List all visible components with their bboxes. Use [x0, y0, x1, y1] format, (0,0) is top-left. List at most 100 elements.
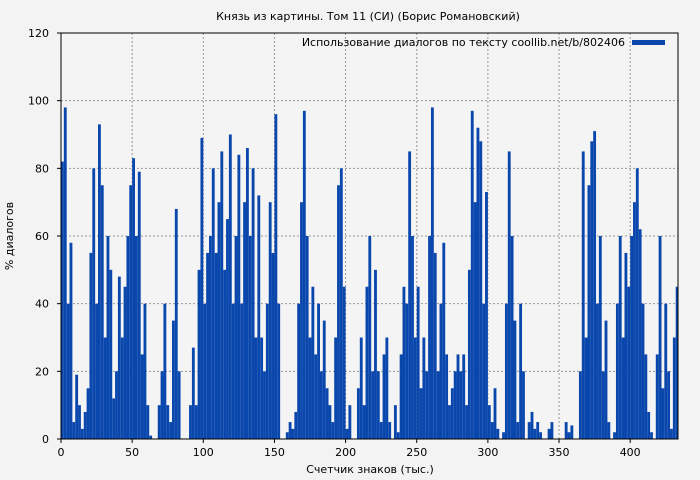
bar: [507, 151, 511, 439]
bar: [75, 374, 79, 439]
bar: [300, 202, 303, 439]
bar: [382, 354, 386, 439]
y-axis-label: % диалогов: [3, 202, 16, 270]
bar: [285, 432, 289, 439]
bar: [647, 411, 651, 439]
bar: [268, 202, 272, 439]
bar: [510, 236, 514, 439]
bar: [69, 242, 73, 439]
bar: [655, 354, 659, 439]
legend-label: Использование диалогов по тексту coollib…: [302, 36, 625, 49]
bar: [143, 303, 147, 439]
bar: [146, 405, 150, 439]
bar: [490, 422, 494, 439]
bar: [302, 110, 306, 440]
bar: [564, 422, 568, 439]
bar: [425, 371, 429, 439]
bar: [527, 422, 531, 439]
bar: [129, 185, 133, 439]
bar: [476, 127, 480, 439]
bar: [271, 252, 275, 439]
bar: [317, 303, 320, 439]
bar: [348, 405, 352, 439]
bar: [607, 422, 611, 439]
bar: [376, 371, 380, 439]
bar: [567, 432, 571, 439]
bar: [487, 405, 491, 439]
bar: [334, 337, 338, 439]
bar: [149, 435, 153, 439]
bar: [513, 320, 517, 439]
bar: [248, 236, 252, 439]
bar: [416, 286, 420, 439]
bar: [493, 388, 497, 439]
bar: [675, 286, 678, 439]
bar: [83, 411, 87, 439]
bar: [658, 236, 662, 439]
bar: [120, 337, 124, 439]
bar: [226, 219, 229, 439]
bar: [519, 303, 523, 439]
bar: [243, 202, 246, 439]
bar: [356, 388, 360, 439]
bars: [61, 107, 678, 440]
bar: [263, 371, 266, 439]
bar: [550, 422, 554, 439]
bar: [112, 398, 116, 439]
bar: [638, 229, 642, 439]
bar: [502, 432, 505, 439]
y-tick-label: 60: [35, 230, 49, 243]
bar: [365, 286, 369, 439]
bar: [618, 236, 622, 439]
bar: [308, 337, 312, 439]
y-tick-label: 100: [28, 95, 49, 108]
bar: [194, 405, 198, 439]
bar: [80, 428, 84, 439]
bar: [615, 303, 619, 439]
bar: [297, 303, 301, 439]
bar: [593, 131, 597, 439]
bar: [134, 236, 138, 439]
bar: [245, 148, 249, 440]
bar: [260, 337, 264, 439]
x-tick-label: 300: [477, 446, 498, 459]
bar: [408, 151, 412, 439]
bar: [86, 388, 90, 439]
bar: [385, 337, 389, 439]
chart-title: Князь из картины. Том 11 (СИ) (Борис Ром…: [216, 10, 520, 23]
bar: [462, 354, 466, 439]
bar: [237, 154, 241, 440]
bar: [578, 371, 582, 439]
bar: [596, 303, 599, 439]
bar: [254, 337, 258, 439]
bar: [379, 422, 383, 439]
bar: [536, 422, 540, 439]
x-tick-label: 400: [620, 446, 641, 459]
x-tick-label: 200: [335, 446, 356, 459]
bar: [644, 354, 648, 439]
y-tick-label: 120: [28, 27, 49, 40]
bar: [402, 286, 406, 439]
bar: [305, 236, 309, 439]
bar: [72, 422, 76, 439]
bar: [672, 337, 676, 439]
bar: [570, 425, 574, 439]
bar: [314, 354, 318, 439]
x-tick-label: 50: [125, 446, 139, 459]
bar: [97, 124, 101, 439]
bar: [496, 428, 500, 439]
bar: [328, 405, 332, 439]
bar: [78, 405, 81, 439]
bar: [624, 252, 628, 439]
bar: [126, 236, 130, 439]
bar: [635, 168, 639, 440]
y-tick-label: 80: [35, 162, 49, 175]
bar: [140, 354, 144, 439]
bar: [311, 286, 315, 439]
bar: [470, 110, 474, 440]
bar: [132, 158, 135, 439]
bar: [587, 185, 591, 439]
bar: [419, 388, 423, 439]
bar: [223, 269, 227, 439]
bar: [436, 371, 440, 439]
